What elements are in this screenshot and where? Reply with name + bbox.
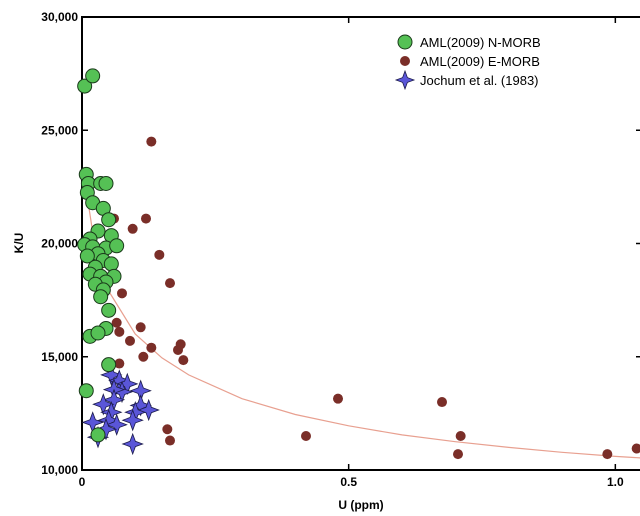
x-tick-label: 0.5 <box>340 475 357 489</box>
n-morb-point <box>85 68 101 84</box>
legend: AML(2009) N-MORB AML(2009) E-MORB Jochum e… <box>394 34 541 91</box>
e-morb-point <box>114 358 125 369</box>
y-tick-label: 20,000 <box>41 237 78 251</box>
e-morb-point <box>173 344 183 355</box>
e-morb-point <box>631 443 640 454</box>
legend-label-jochum: Jochum et al. (1983) <box>420 73 539 88</box>
plot-frame <box>81 16 640 471</box>
y-tick-label: 10,000 <box>41 463 78 477</box>
n-morb-point <box>93 289 109 305</box>
x-tick-label: 1.0 <box>607 475 624 489</box>
e-morb-point <box>165 278 175 289</box>
jochum-point <box>100 363 123 387</box>
y-axis-label: K/U <box>12 233 26 254</box>
fit-curve <box>84 180 640 459</box>
e-morb-point <box>117 288 127 299</box>
n-morb-point <box>101 302 117 318</box>
n-morb-point <box>101 357 117 373</box>
n-morb-point <box>77 78 93 94</box>
jochum-point <box>92 393 115 416</box>
e-morb-point <box>125 335 135 346</box>
n-morb-point <box>90 325 106 341</box>
n-morb-point <box>109 238 125 254</box>
legend-label-n-morb: AML(2009) N-MORB <box>420 35 541 50</box>
n-morb-point <box>90 427 106 443</box>
axis-ticks: 10,000 15,000 20,000 25,000 30,000 0 0.5 1.0 <box>41 10 640 489</box>
data-points-layer <box>77 68 640 460</box>
e-morb-point <box>146 342 157 353</box>
e-morb-point <box>301 431 311 442</box>
e-morb-point <box>162 424 173 435</box>
e-morb-point <box>154 249 165 260</box>
e-morb-point <box>602 449 613 460</box>
e-morb-point <box>453 449 463 460</box>
jochum-point <box>105 413 128 436</box>
x-axis-label: U (ppm) <box>338 498 383 512</box>
e-morb-point <box>138 351 149 362</box>
n-morb-point <box>101 212 117 228</box>
y-tick-label: 15,000 <box>41 350 78 364</box>
x-tick-label: 0 <box>79 475 86 489</box>
e-morb-point <box>141 213 151 224</box>
e-morb-point <box>455 431 466 442</box>
e-morb-point <box>146 136 157 147</box>
jochum-point <box>121 432 144 456</box>
legend-label-e-morb: AML(2009) E-MORB <box>420 54 540 69</box>
n-morb-point <box>78 383 94 399</box>
legend-marker-jochum <box>394 69 416 91</box>
y-tick-label: 30,000 <box>41 10 78 24</box>
e-morb-point <box>165 435 175 446</box>
e-morb-point <box>333 393 343 404</box>
fit-curve-layer <box>84 180 640 459</box>
e-morb-point <box>135 322 146 333</box>
jochum-point <box>94 418 118 441</box>
legend-marker-e-morb <box>400 56 410 66</box>
jochum-point <box>121 409 144 432</box>
n-morb-point <box>103 256 119 272</box>
e-morb-point <box>178 355 189 366</box>
jochum-point <box>137 398 160 422</box>
legend-marker-n-morb <box>397 34 413 50</box>
e-morb-point <box>111 317 122 328</box>
y-tick-label: 25,000 <box>41 123 78 137</box>
e-morb-point <box>437 397 447 408</box>
n-morb-point <box>98 175 114 191</box>
e-morb-point <box>114 326 125 337</box>
n-morb-point <box>79 248 95 264</box>
e-morb-point <box>127 223 138 234</box>
